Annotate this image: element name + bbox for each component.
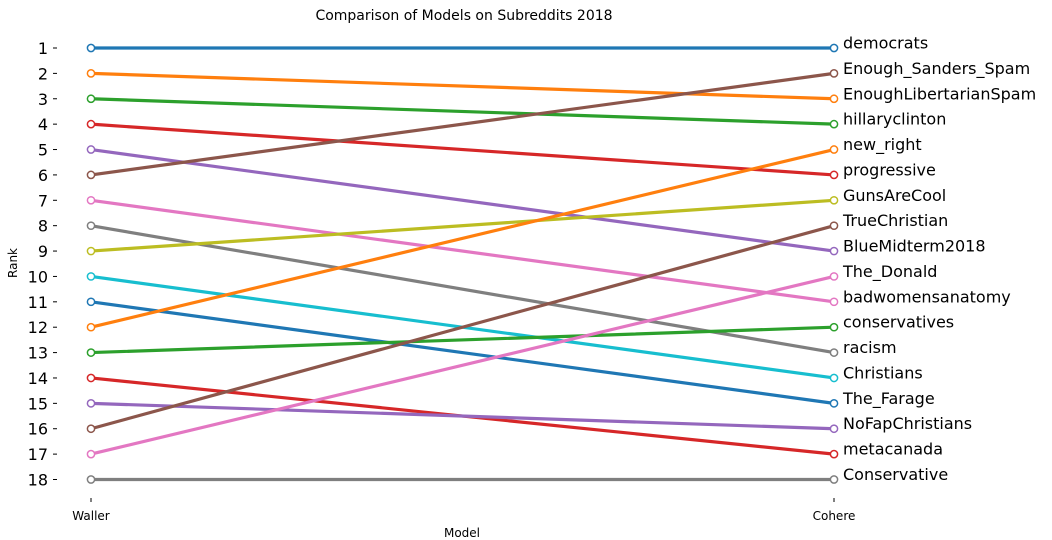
series-marker (86, 348, 96, 357)
series-marker (86, 475, 96, 484)
y-tick-label: 15 (28, 394, 48, 413)
series-line (89, 198, 836, 304)
series-line (89, 71, 836, 177)
y-tick-label: 18 (28, 471, 48, 490)
series-marker (86, 119, 96, 129)
y-tick-label: 2 (38, 64, 48, 83)
subreddit-label: progressive (843, 160, 936, 179)
series-marker (86, 449, 96, 459)
series-marker (86, 43, 96, 53)
y-tick-label: 9 (38, 242, 48, 261)
series-marker (86, 145, 96, 154)
y-tick-label: 12 (28, 318, 48, 337)
series-marker (86, 424, 96, 434)
series-line (89, 122, 836, 177)
series-marker (829, 475, 839, 484)
subreddit-label: conservatives (843, 313, 954, 332)
series-marker (86, 399, 96, 408)
subreddit-label: NoFapChristians (843, 414, 972, 433)
subreddit-label: BlueMidterm2018 (843, 237, 986, 256)
series-marker (829, 170, 839, 180)
series-line (89, 147, 836, 329)
series-marker (829, 221, 839, 231)
series-marker (829, 373, 839, 383)
series-marker (86, 195, 96, 205)
x-axis-label: Model (444, 526, 480, 540)
y-tick-label: 14 (28, 369, 48, 388)
series-marker (86, 170, 96, 180)
subreddit-label: racism (843, 338, 897, 357)
series-markers (86, 43, 839, 484)
y-tick-label: 10 (28, 267, 48, 286)
right-labels: democrats Enough_Sanders_Spam EnoughLibert… (842, 34, 1036, 485)
chart-title: Comparison of Models on Subreddits 2018 (315, 8, 612, 24)
series-lines (89, 46, 836, 482)
series-marker (86, 297, 96, 307)
subreddit-label: Conservative (843, 465, 948, 484)
subreddit-label: metacanada (843, 440, 943, 459)
subreddit-label: Enough_Sanders_Spam (843, 59, 1030, 79)
series-marker (829, 399, 839, 408)
subreddit-label: Christians (843, 363, 923, 382)
series-marker (829, 246, 839, 256)
series-marker (829, 297, 839, 307)
series-marker (86, 246, 96, 256)
series-marker (829, 43, 839, 53)
series-line (89, 97, 836, 126)
series-marker (829, 449, 839, 459)
series-line (89, 198, 836, 253)
series-marker (86, 322, 96, 332)
subreddit-label: EnoughLibertarianSpam (843, 84, 1036, 103)
series-line (89, 71, 836, 101)
y-tick-label: 4 (38, 115, 48, 134)
series-marker (86, 272, 96, 281)
series-line (89, 325, 836, 355)
series-marker (829, 322, 839, 332)
series-marker (86, 94, 96, 104)
series-marker (829, 94, 839, 104)
subreddit-label: GunsAreCool (843, 186, 946, 205)
y-tick-label: 6 (38, 166, 48, 185)
series-marker (829, 145, 839, 154)
series-line (89, 300, 836, 405)
subreddit-label: The_Farage (842, 389, 935, 409)
y-tick-label: 13 (28, 344, 48, 363)
series-marker (86, 373, 96, 383)
y-axis-label: Rank (6, 248, 20, 278)
series-marker (829, 348, 839, 357)
series-marker (829, 69, 839, 78)
subreddit-label: The_Donald (842, 262, 937, 282)
subreddit-label: new_right (843, 135, 922, 155)
x-tick-label: Waller (72, 509, 110, 523)
y-tick-label: 3 (38, 90, 48, 109)
y-tick-label: 8 (38, 217, 48, 236)
y-tick-label: 11 (28, 293, 48, 312)
subreddit-label: TrueChristian (842, 211, 948, 230)
y-tick-label: 16 (28, 420, 48, 439)
series-marker (829, 119, 839, 129)
series-marker (829, 424, 839, 434)
y-tick-label: 1 (38, 39, 48, 58)
x-axis: Waller Cohere (72, 498, 855, 523)
subreddit-label: hillaryclinton (843, 110, 946, 129)
y-tick-label: 5 (38, 141, 48, 160)
y-tick-label: 7 (38, 191, 48, 210)
series-marker (86, 221, 96, 231)
series-line (89, 274, 836, 456)
series-marker (86, 69, 96, 78)
series-line (89, 147, 836, 253)
series-line (89, 224, 836, 431)
y-tick-label: 17 (28, 445, 48, 464)
subreddit-label: badwomensanatomy (843, 287, 1011, 306)
series-line (89, 401, 836, 431)
subreddit-label: democrats (843, 34, 928, 53)
series-marker (829, 272, 839, 281)
series-marker (829, 195, 839, 205)
x-tick-label: Cohere (813, 509, 856, 523)
